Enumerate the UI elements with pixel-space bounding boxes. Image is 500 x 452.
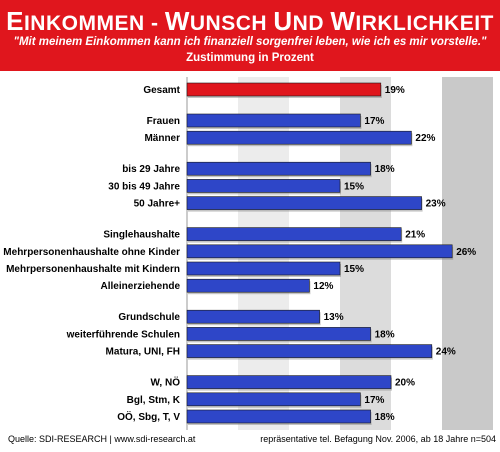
value-label: 21% [405,230,425,241]
category-label: Matura, UNI, FH [106,347,180,358]
bar-6 [186,227,402,241]
bar-8 [186,261,341,276]
value-label: 12% [313,281,333,292]
value-label: 17% [364,395,384,406]
bar-5 [186,196,422,210]
value-label: 17% [364,116,384,127]
bar-15 [186,409,371,424]
value-label: 20% [395,378,415,389]
unit-caption: Zustimmung in Prozent [186,52,314,64]
category-label: Bgl, Stm, K [127,395,181,406]
category-label: Mehrpersonenhaushalte ohne Kinder [3,247,180,258]
bar-4 [186,179,341,193]
method-note: repräsentative tel. Befagung Nov. 2006, … [260,434,496,444]
value-label: 18% [375,164,395,175]
category-label: Singlehaushalte [103,230,180,241]
value-label: 18% [375,329,395,340]
category-label: 30 bis 49 Jahre [108,181,180,192]
bar-2 [186,130,412,145]
bar-11 [186,327,371,341]
source-note: Quelle: SDI-RESEARCH | www.sdi-research.… [8,434,196,444]
category-label: W, NÖ [151,376,181,389]
bar-9 [186,278,310,293]
category-label: bis 29 Jahre [122,164,180,175]
chart-footer: Quelle: SDI-RESEARCH | www.sdi-research.… [8,434,496,448]
bar-1 [186,113,361,128]
category-label: Alleinerziehende [101,281,181,292]
category-label: OÖ, Sbg, T, V [117,410,180,423]
bar-10 [186,309,320,324]
category-label: Grundschule [118,312,180,323]
value-label: 23% [426,199,446,210]
chart-subtitle: "Mit meinem Einkommen kann ich finanziel… [13,36,487,48]
value-label: 26% [456,247,476,258]
bar-13 [186,375,392,389]
bar-14 [186,392,361,407]
category-label: weiterführende Schulen [66,329,180,340]
bar-0 [186,82,382,97]
value-label: 19% [385,85,405,96]
value-label: 24% [436,347,456,358]
value-label: 18% [375,412,395,423]
category-label: Gesamt [143,85,180,96]
chart-title: EINKOMMEN - WUNSCH UND WIRKLICHKEIT [6,6,494,36]
value-label: 22% [415,133,435,144]
bar-12 [186,344,433,358]
value-label: 15% [344,181,364,192]
category-label: Mehrpersonenhaushalte mit Kindern [6,264,180,275]
category-label: Männer [144,133,180,144]
value-label: 13% [324,312,344,323]
value-label: 15% [344,264,364,275]
category-label: 50 Jahre+ [134,199,181,210]
bar-3 [186,161,371,176]
bar-7 [186,244,453,259]
category-label: Frauen [147,116,180,127]
chart-header: EINKOMMEN - WUNSCH UND WIRKLICHKEIT "Mit… [0,0,500,71]
